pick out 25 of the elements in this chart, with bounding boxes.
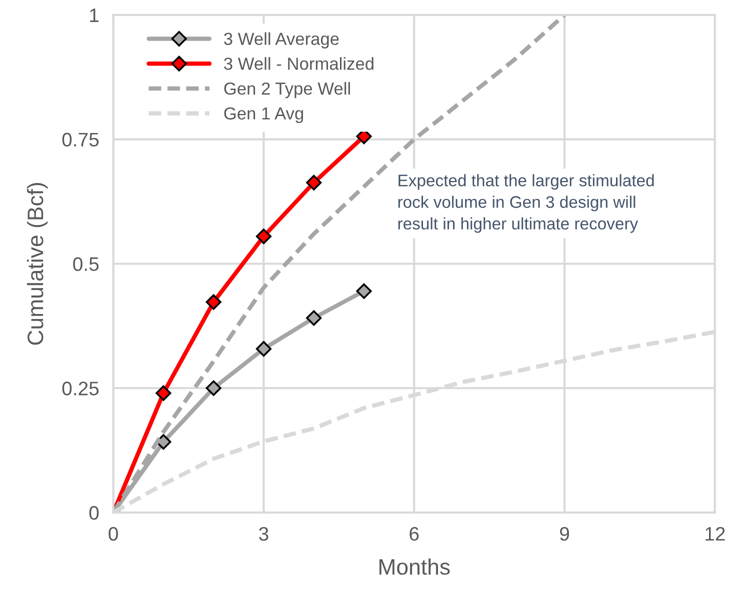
annotation: Expected that the larger stimulated rock volume in Gen 3 design will result in higher ultimate recovery	[398, 174, 654, 233]
point	[206, 380, 222, 396]
point	[256, 228, 272, 244]
y-tick-label: 1	[90, 8, 98, 22]
point	[306, 174, 322, 190]
x-tick-label: 6	[410, 526, 419, 541]
legend-label: Gen 2 Type Well	[224, 82, 350, 98]
y-tick-label: 0.5	[73, 257, 99, 271]
x-tick-label: 3	[259, 526, 268, 541]
point	[206, 294, 222, 310]
point	[256, 341, 272, 357]
y-tick-label: 0.25	[62, 382, 99, 396]
legend-label: 3 Well Average	[224, 32, 339, 48]
point	[156, 385, 172, 401]
y-tick-label: 0.75	[62, 132, 99, 147]
x-axis-title: Months	[380, 558, 450, 575]
x-tick-label: 0	[108, 526, 118, 541]
point	[306, 310, 322, 326]
y-axis-title: Cumulative (Bcf)	[26, 182, 48, 345]
y-tick-label: 0	[89, 506, 99, 520]
legend-label: Gen 1 Avg	[224, 107, 304, 124]
legend-label: 3 Well - Normalized	[224, 57, 374, 70]
x-tick-label: 12	[706, 526, 725, 541]
point	[356, 283, 372, 299]
x-tick-label: 9	[560, 526, 569, 541]
